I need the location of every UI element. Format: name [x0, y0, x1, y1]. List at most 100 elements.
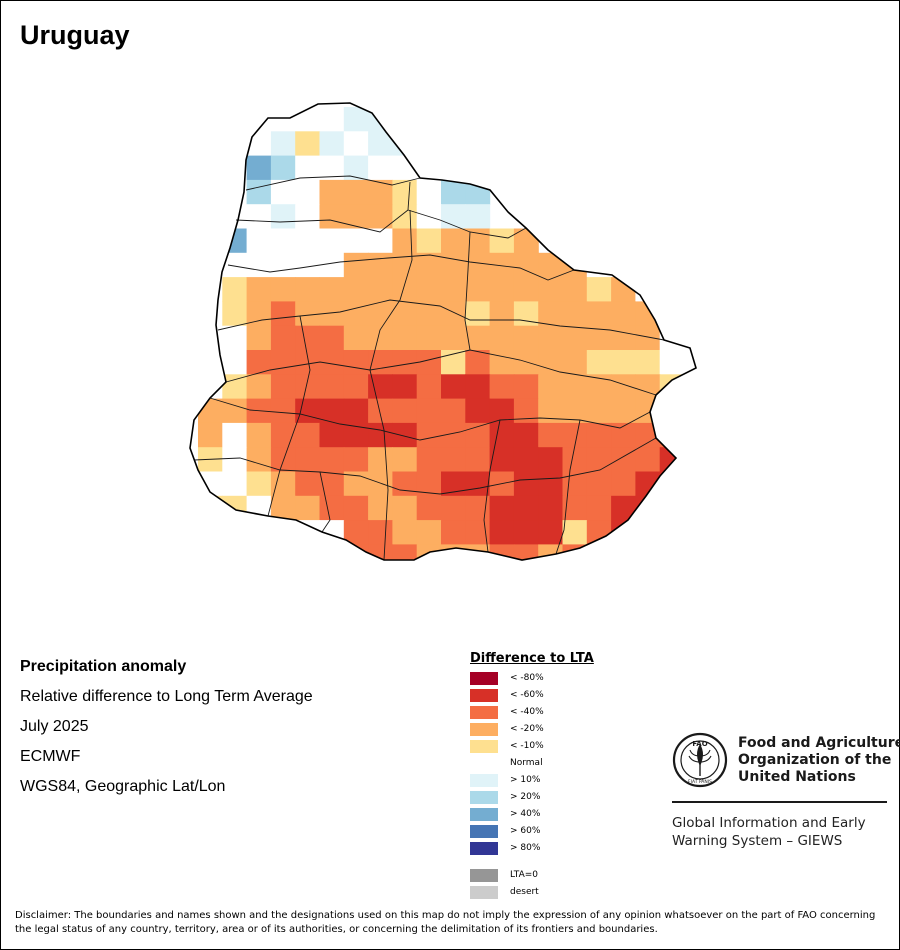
grid-cell: [246, 204, 272, 230]
boundary-line: [464, 231, 471, 351]
grid-cell: [465, 155, 491, 181]
legend-swatch: [470, 825, 498, 838]
grid-cell: [441, 325, 466, 351]
grid-cell: [635, 447, 661, 473]
fao-emblem-motto: FIAT PANIS: [688, 779, 712, 785]
grid-cell: [465, 301, 491, 327]
grid-cell: [611, 544, 636, 560]
grid-cell: [562, 325, 588, 351]
grid-cell: [246, 495, 272, 521]
grid-cell: [635, 277, 661, 302]
grid-cell: [563, 569, 588, 594]
grid-cell: [246, 350, 272, 375]
grid-cell: [416, 252, 442, 278]
legend-swatch: [470, 689, 498, 702]
grid-cell: [611, 350, 636, 375]
grid-cell: [392, 107, 418, 132]
grid-cell: [416, 374, 442, 400]
grid-cell: [343, 447, 369, 473]
grid-cell: [222, 422, 248, 448]
grid-cell: [562, 520, 588, 545]
grid-cell: [659, 422, 685, 448]
grid-cell: [416, 277, 442, 302]
legend: Difference to LTA < -80% < -60% < -40% < -2…: [470, 651, 594, 899]
grid-cell: [319, 252, 345, 278]
grid-cell: [441, 398, 466, 424]
grid-cell: [416, 155, 442, 181]
grid-cell: [587, 569, 612, 594]
grid-cell: [343, 374, 369, 400]
grid-cell: [586, 422, 612, 448]
giews-line2: Warning System – GIEWS: [672, 833, 843, 849]
grid-cell: [270, 398, 296, 424]
grid-cell: [611, 374, 636, 400]
grid-cell: [684, 447, 696, 473]
grid-cell: [465, 277, 491, 302]
grid-cell: [270, 131, 296, 157]
grid-cell: [270, 325, 296, 351]
grid-cell: [368, 179, 393, 205]
grid-cell: [246, 520, 272, 545]
grid-cell: [684, 374, 696, 400]
boundary-line: [209, 397, 651, 441]
grid-cell: [270, 252, 296, 278]
grid-cell: [562, 277, 588, 302]
grid-cell: [586, 495, 612, 521]
grid-cell: [538, 301, 564, 327]
precip-grid: [198, 107, 733, 618]
grid-cell: [538, 447, 564, 473]
grid-cell: [611, 471, 636, 497]
fao-emblem-icon: FAO FIAT PANIS: [672, 732, 728, 788]
grid-cell: [538, 520, 564, 545]
grid-cell: [611, 398, 636, 424]
grid-cell: [538, 422, 564, 448]
grid-cell: [586, 350, 612, 375]
grid-cell: [319, 398, 345, 424]
grid-cell: [417, 569, 442, 594]
grid-cell: [343, 422, 369, 448]
grid-cell: [465, 447, 491, 473]
country-label: Uruguay: [430, 601, 434, 603]
grid-cell: [514, 593, 539, 618]
info-period: July 2025: [20, 718, 89, 735]
grid-cell: [368, 252, 393, 278]
grid-cell: [659, 301, 685, 327]
grid-cell: [441, 471, 466, 497]
grid-cell: [344, 569, 369, 594]
grid-cell: [538, 495, 564, 521]
legend-swatch: [470, 757, 498, 770]
grid-cell: [270, 228, 296, 254]
grid-cell: [295, 520, 321, 545]
grid-cell: [708, 326, 733, 351]
grid-cell: [441, 593, 466, 618]
grid-cell: [270, 350, 296, 375]
grid-cell: [611, 495, 636, 521]
grid-cell: [441, 252, 466, 278]
grid-cell: [270, 204, 296, 230]
grid-cell: [635, 520, 661, 545]
grid-cell: [538, 350, 564, 375]
department-boundaries: [193, 175, 665, 561]
grid-cell: [295, 495, 321, 521]
grid-cell: [489, 277, 515, 302]
grid-cell: [538, 277, 564, 302]
grid-cell: [198, 422, 223, 448]
fao-divider: [672, 801, 887, 803]
grid-cell: [295, 301, 321, 327]
grid-cell: [465, 398, 491, 424]
grid-cell: [513, 471, 539, 497]
grid-cell: [368, 593, 393, 618]
grid-cell: [392, 495, 418, 521]
grid-cell: [441, 520, 466, 545]
boundary-line: [369, 369, 389, 561]
grid-cell: [246, 277, 272, 302]
grid-cell: [222, 471, 248, 497]
grid-cell: [270, 544, 296, 560]
grid-cell: [295, 228, 321, 254]
grid-cell: [513, 544, 539, 560]
grid-cell: [270, 179, 296, 205]
grid-cell: [270, 301, 296, 327]
boundary-line: [217, 299, 665, 341]
grid-cell: [246, 544, 272, 560]
grid-cell: [490, 569, 515, 594]
